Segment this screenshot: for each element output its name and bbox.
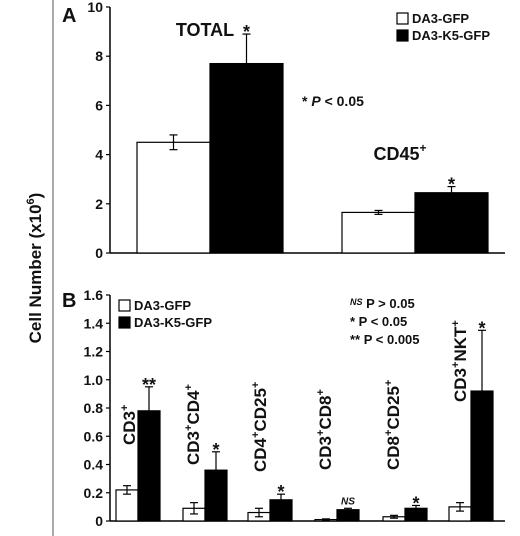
category-label-sup: + bbox=[450, 362, 462, 368]
p-value-p: P bbox=[311, 93, 321, 109]
category-label-sup: + bbox=[119, 405, 131, 411]
p-value-key-row: ** P < 0.005 bbox=[350, 332, 420, 347]
category-label-text: CD4 bbox=[251, 437, 270, 472]
p-value-key-text: P < 0.005 bbox=[360, 332, 419, 347]
category-label-text: CD4 bbox=[184, 390, 203, 425]
category-label-sup: + bbox=[383, 380, 395, 386]
significance-mark: * bbox=[212, 440, 219, 460]
significance-mark: NS bbox=[341, 496, 355, 507]
category-label-text: CD8 bbox=[316, 396, 335, 430]
category-label-sup: + bbox=[315, 430, 327, 436]
significance-mark: * bbox=[412, 493, 419, 513]
category-label-text: CD3 bbox=[316, 436, 335, 470]
significance-mark: * bbox=[478, 318, 485, 338]
significance-mark: * bbox=[243, 22, 250, 42]
category-label-cd45-sup: + bbox=[420, 141, 427, 155]
y-tick-label: 1.4 bbox=[84, 315, 104, 331]
category-label-sup: + bbox=[250, 432, 262, 438]
y-tick-label: 4 bbox=[95, 147, 103, 163]
p-value-annotation: * P < 0.05 bbox=[302, 93, 364, 109]
category-label-text: CD25 bbox=[384, 386, 403, 429]
y-tick-label: 1.6 bbox=[84, 287, 104, 303]
legend-swatch bbox=[118, 316, 131, 329]
bar-da3-k5-gfp bbox=[470, 390, 494, 522]
legend-entry: DA3-GFP bbox=[412, 11, 469, 26]
p-value-key-text: P < 0.05 bbox=[355, 314, 407, 329]
category-label-text: CD3 bbox=[184, 431, 203, 465]
category-label-text: CD3 bbox=[451, 368, 470, 402]
bar-da3-k5-gfp bbox=[269, 499, 293, 522]
category-label: CD8+CD25+ bbox=[383, 380, 403, 470]
legend-swatch bbox=[118, 299, 131, 312]
panel-b-letter: B bbox=[62, 290, 76, 312]
y-tick-label: 8 bbox=[95, 48, 103, 64]
legend-entry: DA3-K5-GFP bbox=[412, 28, 490, 43]
category-label-sup: + bbox=[183, 384, 195, 390]
bar-da3-k5-gfp bbox=[137, 410, 161, 522]
p-value-key-mark: NS bbox=[350, 297, 363, 307]
category-label: CD3+CD8+ bbox=[315, 389, 335, 470]
category-label-cd45: CD45+ bbox=[373, 141, 426, 164]
bar-da3-gfp bbox=[136, 141, 211, 254]
y-tick-label: 0.4 bbox=[84, 457, 104, 473]
y-tick-label: 0.6 bbox=[84, 428, 104, 444]
p-value-key-mark: ** bbox=[350, 332, 361, 347]
panel-a-chart: 0 2 4 6 8 10 * * TOTAL CD45+ * P < 0.05 DA3-GFP DA3-… bbox=[87, 0, 505, 261]
bar-da3-gfp bbox=[341, 211, 416, 254]
bar-da3-k5-gfp bbox=[336, 509, 360, 522]
category-label-sup: + bbox=[315, 389, 327, 395]
significance-mark: ** bbox=[142, 375, 156, 395]
panel-a-letter: A bbox=[62, 5, 76, 27]
significance-mark: * bbox=[448, 175, 455, 195]
category-label: CD3+CD4+ bbox=[183, 384, 203, 465]
panel-b-chart: 00.20.40.60.81.01.21.41.6**** NS **DA3-GFP… bbox=[84, 287, 505, 529]
category-label-sup: + bbox=[383, 430, 395, 436]
category-label-cd45-text: CD45 bbox=[373, 144, 419, 164]
p-value-key-text: P > 0.05 bbox=[363, 296, 415, 311]
category-label-text: NKT bbox=[451, 326, 470, 362]
category-label: CD4+CD25+ bbox=[250, 382, 270, 472]
y-tick-label: 1.0 bbox=[84, 372, 104, 388]
significance-mark: * bbox=[277, 482, 284, 502]
category-label-sup: + bbox=[250, 382, 262, 388]
legend-entry: DA3-GFP bbox=[134, 298, 191, 313]
category-label-text: CD8 bbox=[384, 436, 403, 470]
y-axis-label-sup: 6 bbox=[25, 198, 37, 204]
category-label: CD3+NKT+ bbox=[450, 320, 470, 402]
category-label-text: CD3 bbox=[120, 411, 139, 445]
p-value-rest: < 0.05 bbox=[321, 93, 364, 109]
legend-swatch bbox=[396, 12, 409, 25]
y-tick-label: 1.2 bbox=[84, 344, 104, 360]
y-tick-label: 0.2 bbox=[84, 485, 104, 501]
category-label-total: TOTAL bbox=[176, 20, 234, 40]
y-tick-label: 2 bbox=[95, 196, 103, 212]
y-tick-label: 0 bbox=[95, 245, 103, 261]
y-tick-label: 0 bbox=[95, 513, 103, 529]
y-tick-label: 10 bbox=[87, 0, 103, 15]
y-axis-label: Cell Number (x106) bbox=[25, 193, 45, 344]
category-label-sup: + bbox=[183, 425, 195, 431]
p-value-key-row: NS P > 0.05 bbox=[350, 296, 415, 311]
legend-swatch bbox=[396, 29, 409, 42]
bar-da3-k5-gfp bbox=[414, 192, 489, 254]
legend-entry: DA3-K5-GFP bbox=[134, 315, 212, 330]
category-label-sup: + bbox=[450, 320, 462, 326]
p-value-key-mark: * bbox=[350, 314, 356, 329]
y-tick-label: 6 bbox=[95, 97, 103, 113]
p-value-key-row: * P < 0.05 bbox=[350, 314, 407, 329]
bar-da3-k5-gfp bbox=[204, 469, 228, 522]
y-tick-label: 0.8 bbox=[84, 400, 104, 416]
category-label-text: CD25 bbox=[251, 388, 270, 431]
category-label: CD3+ bbox=[119, 405, 139, 445]
bar-da3-k5-gfp bbox=[209, 62, 284, 254]
p-value-star: * bbox=[302, 93, 311, 109]
